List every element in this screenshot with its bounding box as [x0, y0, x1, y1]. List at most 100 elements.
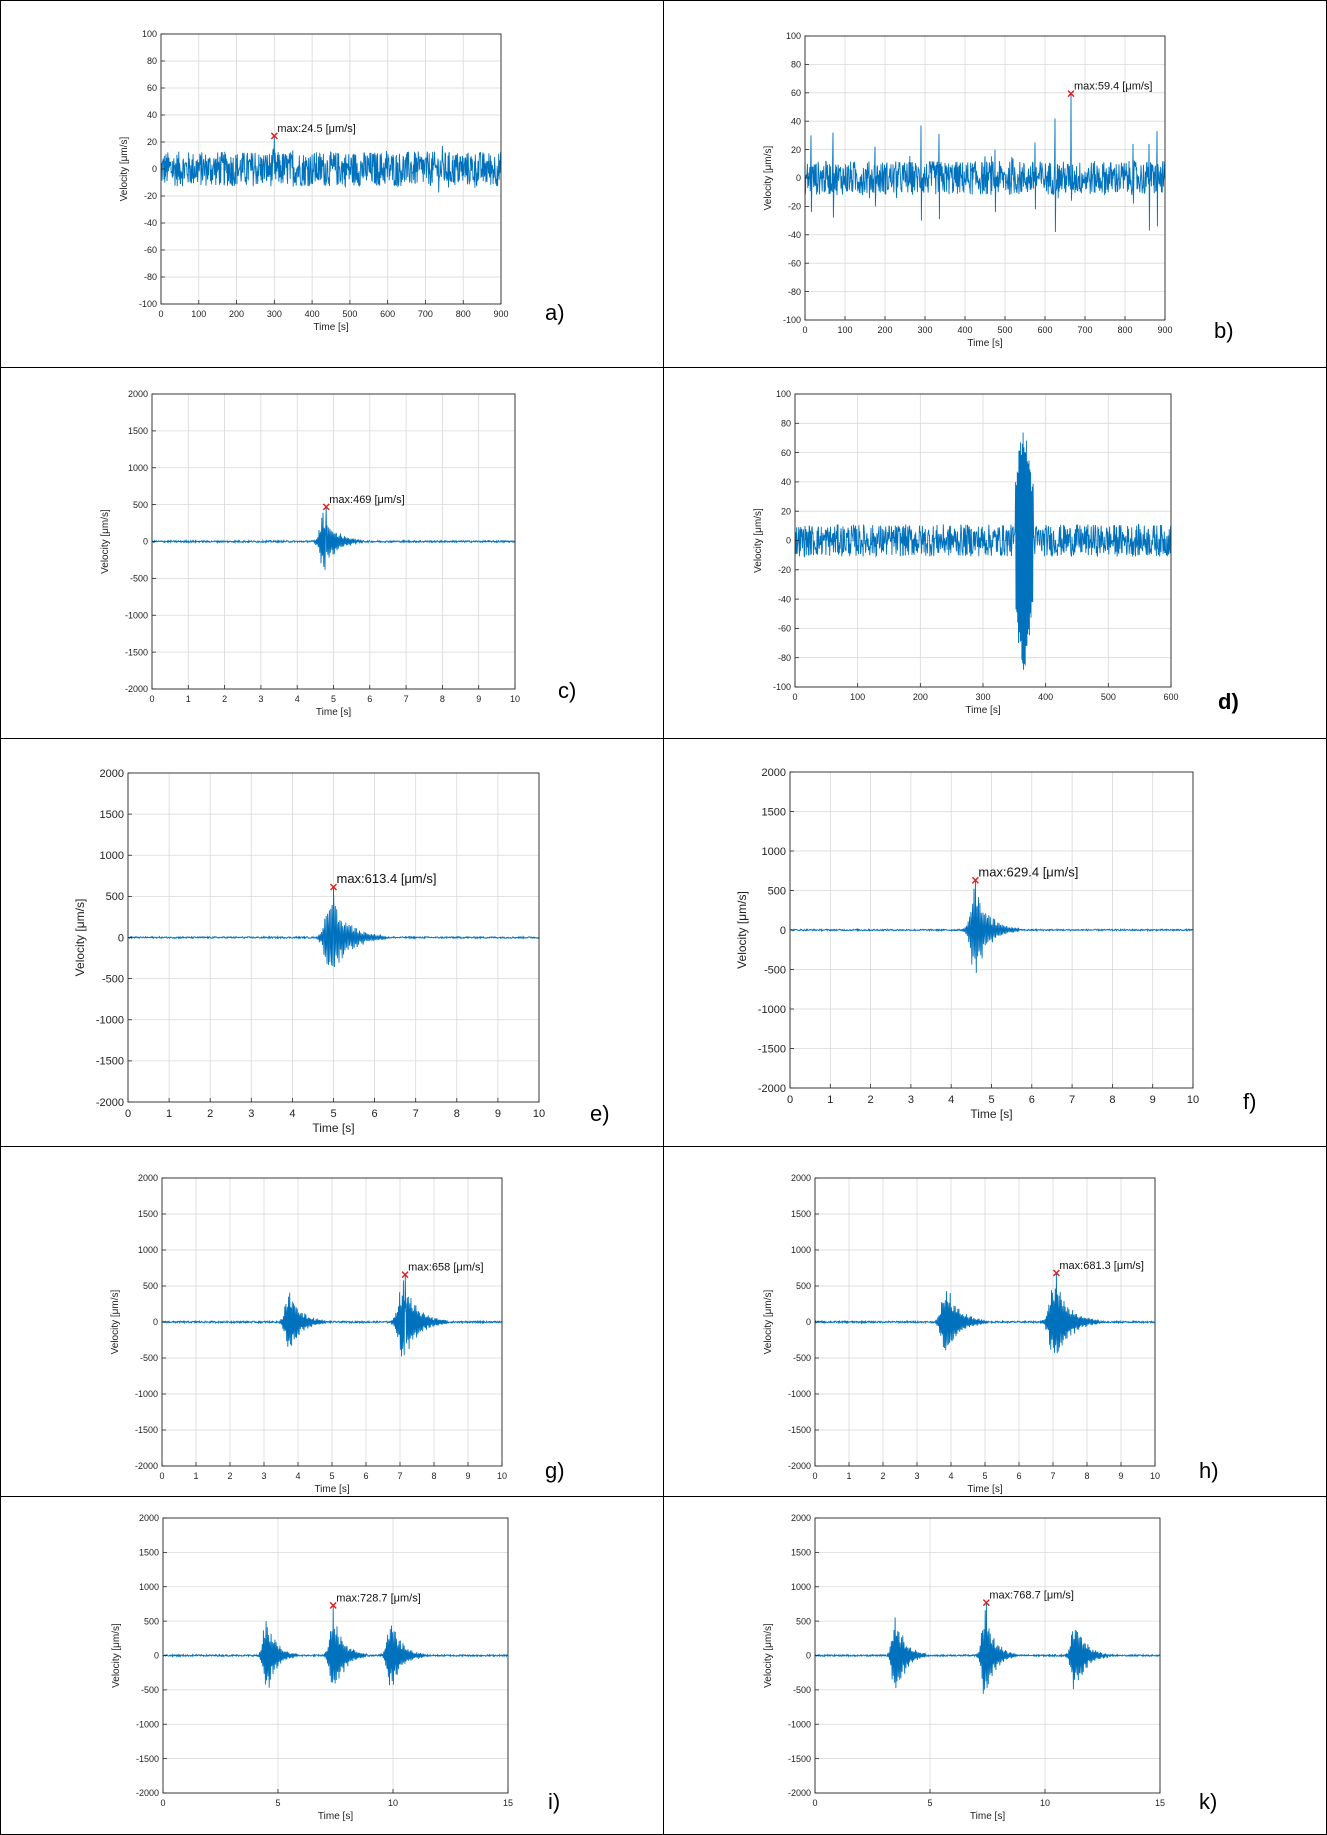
y-tick-label: -60 — [778, 624, 791, 634]
x-tick-label: 15 — [1155, 1798, 1165, 1808]
x-tick-label: 9 — [476, 694, 481, 704]
y-tick-label: 1500 — [791, 1548, 811, 1558]
y-tick-label: -2000 — [96, 1097, 124, 1109]
x-tick-label: 0 — [159, 1471, 164, 1481]
x-tick-label: 1 — [193, 1471, 198, 1481]
y-tick-label: 0 — [153, 1317, 158, 1327]
x-tick-label: 0 — [158, 309, 163, 319]
y-tick-label: 1500 — [128, 426, 148, 436]
chart-svg: 0 1 2 3 4 5 6 7 8 9 10 -2000 -1500 -1000 -500 0 500 1000 1… — [0, 1146, 663, 1496]
x-tick-label: 7 — [404, 694, 409, 704]
x-axis-label: Time [s] — [965, 705, 1000, 716]
y-tick-label: 2000 — [100, 768, 124, 780]
x-tick-label: 3 — [261, 1471, 266, 1481]
y-tick-label: -60 — [788, 258, 801, 268]
max-annotation: max:681.3 [μm/s] — [1059, 1260, 1144, 1272]
y-tick-label: 500 — [796, 1281, 811, 1291]
x-axis-label: Time [s] — [967, 338, 1002, 349]
y-tick-label: 20 — [781, 506, 791, 516]
panel-label: b) — [1214, 318, 1234, 344]
panel-k: 0 5 10 15 -2000 -1500 -1000 -500 0 500 1000 1500 200… — [663, 1496, 1327, 1834]
max-annotation: max:59.4 [μm/s] — [1074, 81, 1152, 93]
x-tick-label: 8 — [431, 1471, 436, 1481]
x-tick-label: 10 — [1150, 1471, 1160, 1481]
y-tick-label: 1500 — [791, 1209, 811, 1219]
x-tick-label: 500 — [997, 325, 1012, 335]
y-tick-label: 500 — [106, 891, 124, 903]
x-axis-label: Time [s] — [312, 1121, 354, 1135]
x-tick-label: 6 — [363, 1471, 368, 1481]
x-tick-label: 0 — [160, 1798, 165, 1808]
y-tick-label: 60 — [781, 448, 791, 458]
x-tick-label: 10 — [1187, 1094, 1199, 1106]
y-tick-label: -80 — [778, 653, 791, 663]
x-tick-label: 100 — [191, 309, 206, 319]
y-axis-label: Velocity [μm/s] — [735, 891, 749, 969]
y-tick-label: -1000 — [136, 1719, 159, 1729]
y-tick-label: 500 — [143, 1281, 158, 1291]
y-tick-label: -100 — [139, 299, 157, 309]
y-tick-label: -20 — [144, 191, 157, 201]
y-tick-label: -500 — [102, 973, 124, 985]
max-annotation: max:768.7 [μm/s] — [989, 1590, 1074, 1602]
chart-svg: 0 1 2 3 4 5 6 7 8 9 10 -2000 -1500 -1000 -500 0 500 1000 1… — [663, 738, 1327, 1146]
y-axis-label: Velocity [μm/s] — [763, 1623, 774, 1688]
x-tick-label: 10 — [497, 1471, 507, 1481]
y-tick-label: 2000 — [791, 1173, 811, 1183]
x-tick-label: 15 — [503, 1798, 513, 1808]
x-tick-label: 200 — [877, 325, 892, 335]
y-tick-label: 0 — [152, 164, 157, 174]
y-tick-label: 500 — [133, 500, 148, 510]
x-tick-label: 500 — [342, 309, 357, 319]
x-tick-label: 8 — [440, 694, 445, 704]
max-annotation: max:613.4 [μm/s] — [337, 871, 437, 886]
y-tick-label: -1000 — [135, 1389, 158, 1399]
y-tick-label: 20 — [147, 137, 157, 147]
x-tick-label: 3 — [908, 1094, 914, 1106]
y-tick-label: -2000 — [135, 1461, 158, 1471]
max-annotation: max:24.5 [μm/s] — [277, 123, 355, 135]
x-tick-label: 10 — [533, 1108, 545, 1120]
y-tick-label: 0 — [154, 1651, 159, 1661]
panel-c: 0 1 2 3 4 5 6 7 8 9 10 -2000 -1500 -1000 -500 0 500 1000 1… — [0, 367, 663, 738]
x-axis-label: Time [s] — [314, 1484, 349, 1495]
y-tick-label: 500 — [796, 1616, 811, 1626]
x-tick-label: 9 — [1118, 1471, 1123, 1481]
x-tick-label: 400 — [1038, 692, 1053, 702]
y-tick-label: -80 — [144, 272, 157, 282]
max-annotation: max:728.7 [μm/s] — [336, 1592, 421, 1604]
panel-label: k) — [1199, 1789, 1217, 1815]
x-tick-label: 8 — [1109, 1094, 1115, 1106]
x-tick-label: 400 — [957, 325, 972, 335]
y-axis-label: Velocity [μm/s] — [753, 508, 764, 573]
x-axis-label: Time [s] — [967, 1484, 1002, 1495]
x-tick-label: 100 — [850, 692, 865, 702]
chart-svg: 0 5 10 15 -2000 -1500 -1000 -500 0 500 1000 1500 200… — [0, 1496, 663, 1834]
chart-svg: 0 1 2 3 4 5 6 7 8 9 10 -2000 -1500 -1000 -500 0 500 1000 1… — [0, 738, 663, 1146]
y-tick-label: 1500 — [100, 809, 124, 821]
y-tick-label: 80 — [781, 418, 791, 428]
x-tick-label: 10 — [510, 694, 520, 704]
x-tick-label: 5 — [927, 1798, 932, 1808]
panel-label: g) — [545, 1458, 565, 1484]
x-tick-label: 4 — [289, 1108, 295, 1120]
x-tick-label: 2 — [207, 1108, 213, 1120]
panel-a: 0 100 200 300 400 500 600 700 800 900 -100 -80 -60 -4… — [0, 0, 663, 367]
y-tick-label: -1000 — [788, 1389, 811, 1399]
panel-g: 0 1 2 3 4 5 6 7 8 9 10 -2000 -1500 -1000 -500 0 500 1000 1… — [0, 1146, 663, 1496]
y-tick-label: 1000 — [139, 1582, 159, 1592]
y-tick-label: 100 — [776, 389, 791, 399]
y-tick-label: 0 — [780, 925, 786, 937]
x-tick-label: 900 — [493, 309, 508, 319]
y-tick-label: -2000 — [758, 1083, 786, 1095]
y-tick-label: -1500 — [788, 1754, 811, 1764]
x-tick-label: 7 — [397, 1471, 402, 1481]
y-tick-label: 80 — [791, 60, 801, 70]
y-tick-label: -2000 — [788, 1788, 811, 1798]
x-tick-label: 7 — [1050, 1471, 1055, 1481]
chart-svg: 0 100 200 300 400 500 600 700 800 900-100-80-60-4… — [663, 0, 1327, 367]
x-tick-label: 4 — [948, 1094, 954, 1106]
x-tick-label: 900 — [1157, 325, 1172, 335]
x-tick-label: 3 — [248, 1108, 254, 1120]
y-tick-label: -20 — [788, 202, 801, 212]
